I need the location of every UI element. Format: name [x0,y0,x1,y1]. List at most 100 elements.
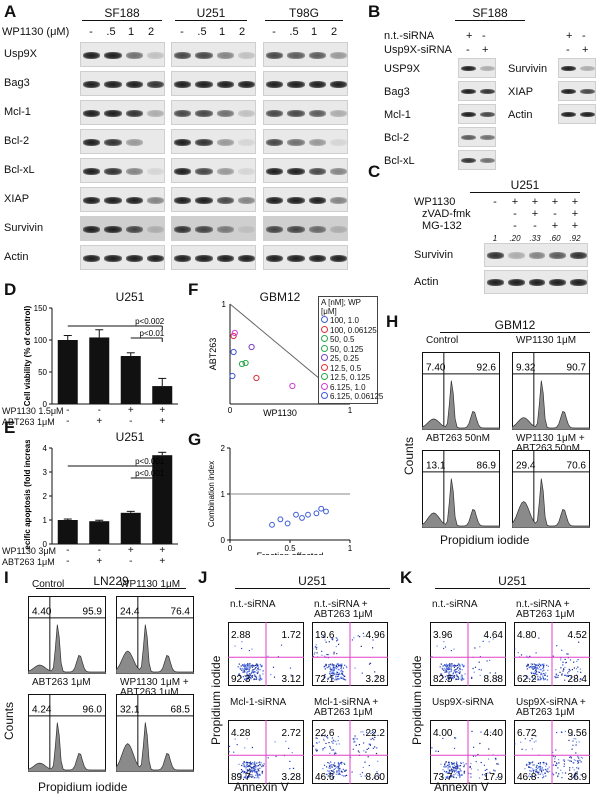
data-point [318,505,325,512]
panel-i-title: LN229 [36,574,186,589]
event-dot [249,773,251,775]
event-dot [545,769,548,771]
event-dot [267,757,269,759]
event-dot [448,763,450,766]
event-dot [252,766,254,768]
event-dot [333,762,336,764]
dose-value: 2 [330,26,338,38]
event-dot [234,738,236,740]
data-point [230,332,237,340]
event-dot [573,759,575,761]
event-dot [457,774,459,776]
event-dot [453,664,455,666]
data-point [305,511,311,518]
legend-label: 12.5, 0.125 [330,373,371,382]
legend-marker [321,344,328,352]
event-dot [252,665,254,667]
event-dot [454,669,456,671]
band [266,167,284,175]
event-dot [524,738,526,740]
event-dot [250,763,252,765]
event-dot [332,677,334,679]
event-dot [261,766,263,768]
treatment-sign: - [66,416,70,427]
band [216,167,234,175]
band [580,65,595,72]
protein-label: XIAP [4,193,30,205]
event-dot [552,764,554,766]
event-dot [535,770,537,772]
event-dot [576,674,578,676]
band [287,109,305,117]
event-dot [251,670,253,672]
event-dot [246,679,248,681]
band [287,138,305,146]
event-dot [338,769,340,772]
event-dot [447,669,449,671]
event-dot [555,772,557,774]
event-dot [576,660,578,662]
event-dot [448,763,450,765]
event-dot [228,745,231,747]
histogram-label: ABT263 1μM [32,677,91,688]
event-dot [243,761,246,763]
band [237,138,255,146]
event-dot [561,731,563,733]
gate-percent: 24.4 [120,607,140,618]
event-dot [336,771,338,773]
event-dot [524,768,526,770]
event-dot [250,673,252,675]
event-dot [315,749,317,751]
event-dot [261,772,263,774]
protein-label: Actin [4,251,29,263]
event-dot [532,770,534,772]
event-dot [327,737,329,739]
treatment-sign: + [531,208,539,220]
event-dot [566,653,568,655]
blot-strip [171,216,256,241]
event-dot [250,665,252,667]
event-dot [445,671,447,673]
legend-label: 6.125, 0.06125 [330,392,384,401]
event-dot [431,655,433,658]
event-dot [475,755,477,757]
event-dot [451,763,453,765]
event-dot [554,761,556,763]
h-xlabel: Propidium iodide [440,533,530,547]
event-dot [323,674,325,676]
event-dot [340,677,342,679]
event-dot [450,650,452,652]
plot-frame [28,596,106,674]
event-dot [554,756,556,758]
event-dot [340,670,342,672]
quant-value: .33 [529,234,541,243]
event-dot [289,760,291,762]
event-dot [237,773,239,775]
event-dot [561,673,563,675]
event-dot [456,765,458,767]
event-dot [237,666,239,668]
event-dot [257,774,259,776]
event-dot [455,668,457,671]
event-dot [448,674,450,676]
event-dot [326,736,328,738]
event-dot [530,663,532,665]
blot-strip [171,187,256,212]
event-dot [337,762,339,764]
event-dot [570,776,572,778]
event-dot [532,666,534,668]
event-dot [342,667,345,669]
event-dot [557,775,559,777]
event-dot [329,663,331,665]
event-dot [258,762,260,764]
event-dot [450,670,452,672]
event-dot [256,773,258,775]
event-dot [556,731,558,734]
event-dot [365,751,367,753]
event-dot [456,767,458,769]
event-dot [575,744,577,746]
event-dot [564,730,566,732]
event-dot [514,648,516,650]
